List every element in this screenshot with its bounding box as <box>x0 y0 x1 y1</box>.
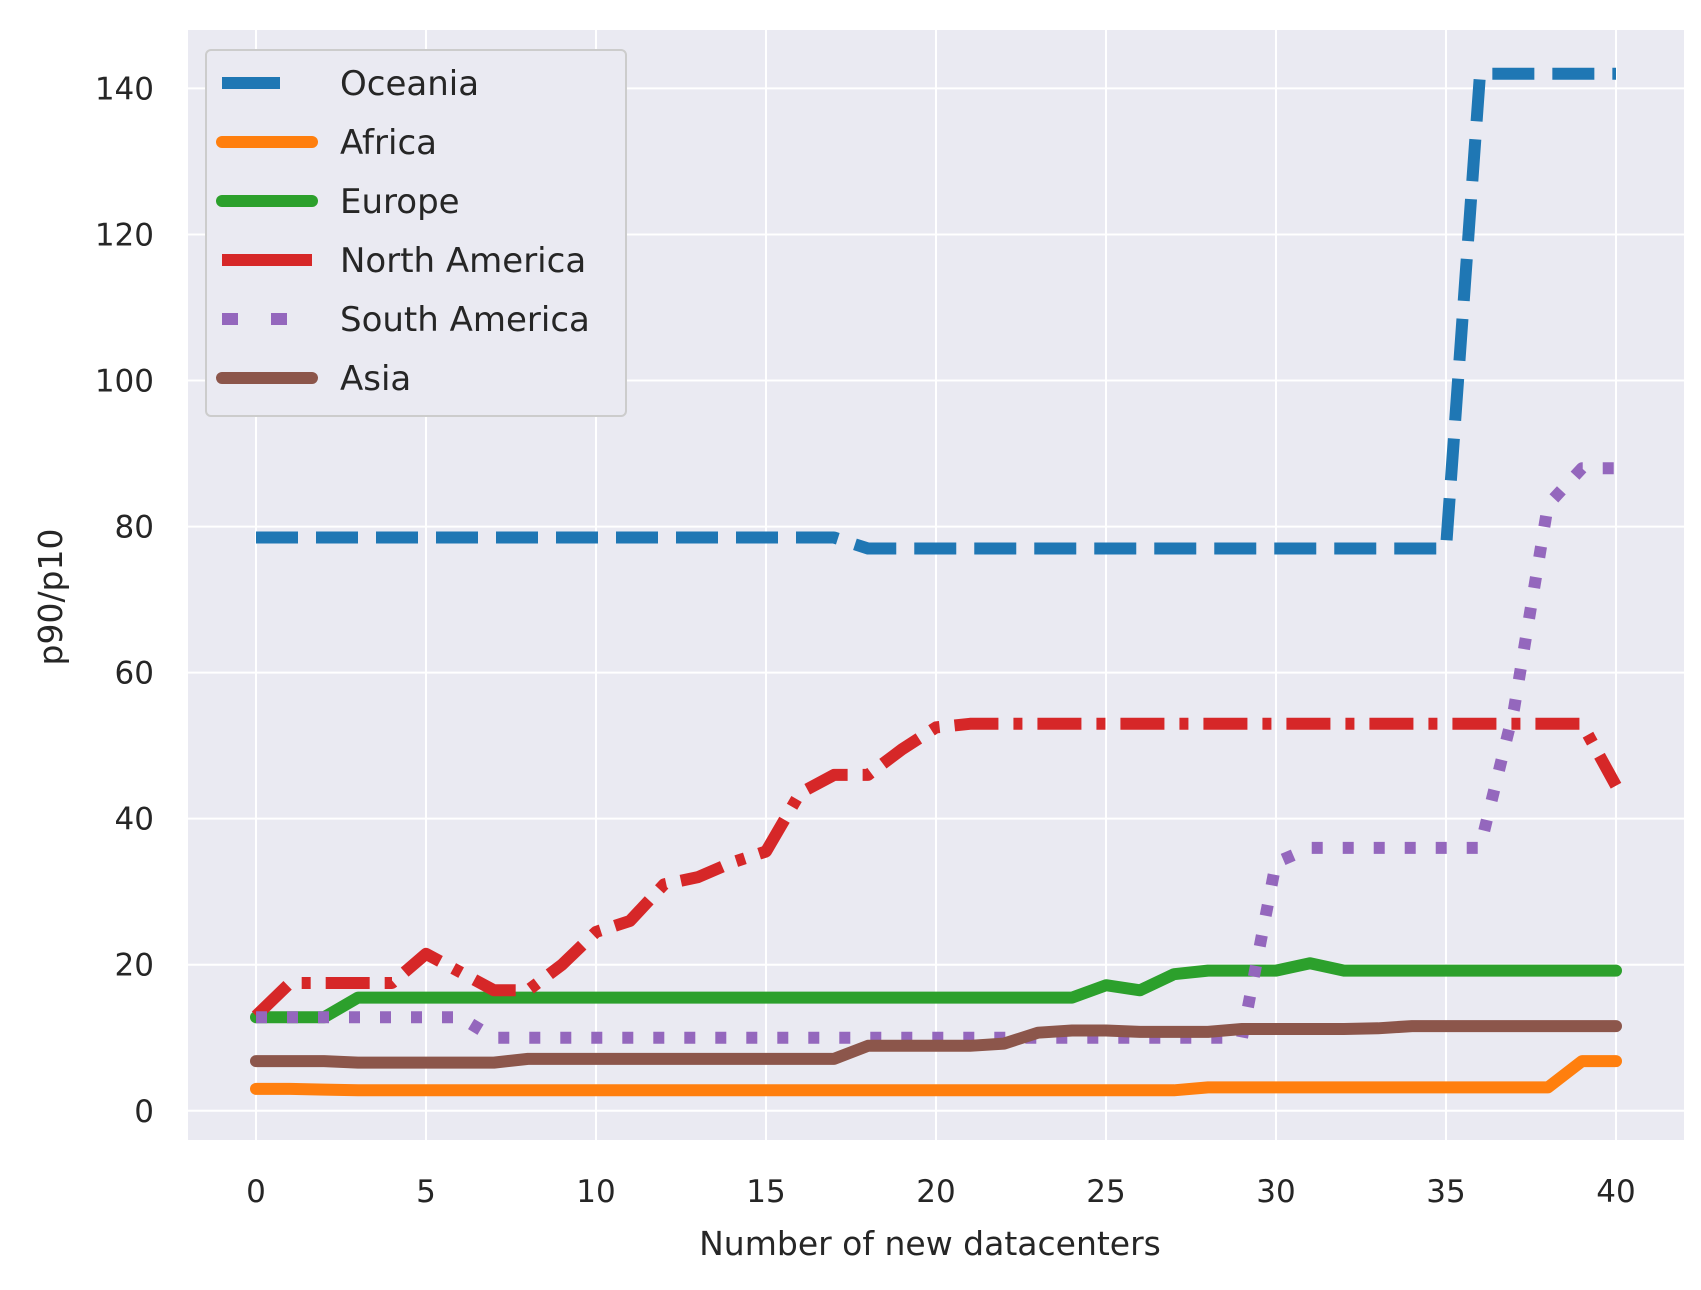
x-axis-label: Number of new datacenters <box>699 1224 1161 1263</box>
x-tick-label: 15 <box>746 1174 785 1210</box>
series-line-europe <box>250 957 1622 1024</box>
legend-label-africa: Africa <box>340 123 437 163</box>
legend-label-asia: Asia <box>340 359 411 399</box>
y-tick-label: 20 <box>115 948 154 984</box>
y-tick-label: 0 <box>134 1094 154 1130</box>
y-tick-label: 140 <box>95 71 154 107</box>
x-tick-label: 25 <box>1086 1174 1125 1210</box>
series-line-asia <box>250 1020 1622 1069</box>
x-tick-label: 35 <box>1426 1174 1465 1210</box>
y-tick-label: 100 <box>95 364 154 400</box>
x-tick-label: 5 <box>416 1174 436 1210</box>
series-line-north-america <box>251 717 1622 1021</box>
legend: Oceania Africa Europe North America South Am… <box>205 49 627 417</box>
legend-label-south-america: South America <box>340 300 590 340</box>
legend-label-oceania: Oceania <box>340 64 479 104</box>
y-tick-label: 60 <box>115 656 154 692</box>
series-line-south-america <box>256 462 1616 1044</box>
series-layer <box>250 67 1622 1097</box>
legend-label-north-america: North America <box>340 241 586 281</box>
y-tick-label: 80 <box>115 510 154 546</box>
y-axis-label: p90/p10 <box>31 529 70 666</box>
legend-label-europe: Europe <box>340 182 460 222</box>
y-tick-label: 40 <box>115 802 154 838</box>
x-tick-label: 40 <box>1596 1174 1635 1210</box>
legend-box <box>205 49 627 417</box>
x-tick-label: 30 <box>1256 1174 1295 1210</box>
x-tick-label: 20 <box>916 1174 955 1210</box>
x-tick-label: 10 <box>576 1174 615 1210</box>
y-tick-label: 120 <box>95 217 154 253</box>
tick-labels: 0 5 10 15 20 25 30 35 40 0 20 40 60 80 100 120 140 <box>95 71 1636 1210</box>
series-line-oceania <box>256 67 1616 555</box>
x-tick-label: 0 <box>246 1174 266 1210</box>
series-line-africa <box>250 1055 1622 1097</box>
